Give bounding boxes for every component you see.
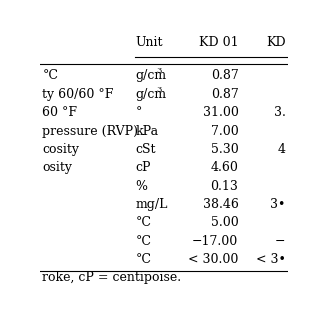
Text: 5.30: 5.30 — [211, 143, 238, 156]
Text: 3: 3 — [156, 68, 162, 76]
Text: KD 01: KD 01 — [199, 36, 238, 50]
Text: mg/L: mg/L — [135, 198, 168, 211]
Text: 3: 3 — [156, 86, 162, 94]
Text: −17.00: −17.00 — [192, 235, 238, 248]
Text: °C: °C — [43, 69, 59, 83]
Text: < 30.00: < 30.00 — [188, 253, 238, 266]
Text: 5.00: 5.00 — [211, 216, 238, 229]
Text: cP: cP — [135, 161, 151, 174]
Text: g/cm: g/cm — [135, 69, 167, 83]
Text: KD: KD — [266, 36, 285, 50]
Text: 3.: 3. — [274, 106, 285, 119]
Text: 0.87: 0.87 — [211, 88, 238, 101]
Text: ty 60/60 °F: ty 60/60 °F — [43, 88, 114, 101]
Text: °C: °C — [135, 216, 151, 229]
Text: osity: osity — [43, 161, 72, 174]
Text: < 3•: < 3• — [256, 253, 285, 266]
Text: cosity: cosity — [43, 143, 79, 156]
Text: 3•: 3• — [270, 198, 285, 211]
Text: −: − — [275, 235, 285, 248]
Text: Unit: Unit — [135, 36, 163, 50]
Text: pressure (RVP): pressure (RVP) — [43, 124, 139, 138]
Text: 0.87: 0.87 — [211, 69, 238, 83]
Text: 60 °F: 60 °F — [43, 106, 77, 119]
Text: cSt: cSt — [135, 143, 156, 156]
Text: 31.00: 31.00 — [203, 106, 238, 119]
Text: °C: °C — [135, 253, 151, 266]
Text: °: ° — [135, 106, 142, 119]
Text: 7.00: 7.00 — [211, 124, 238, 138]
Text: 4.60: 4.60 — [211, 161, 238, 174]
Text: 4: 4 — [277, 143, 285, 156]
Text: 0.13: 0.13 — [211, 180, 238, 193]
Text: roke, cP = centipoise.: roke, cP = centipoise. — [43, 271, 182, 284]
Text: °C: °C — [135, 235, 151, 248]
Text: 38.46: 38.46 — [203, 198, 238, 211]
Text: g/cm: g/cm — [135, 88, 167, 101]
Text: %: % — [135, 180, 148, 193]
Text: kPa: kPa — [135, 124, 159, 138]
